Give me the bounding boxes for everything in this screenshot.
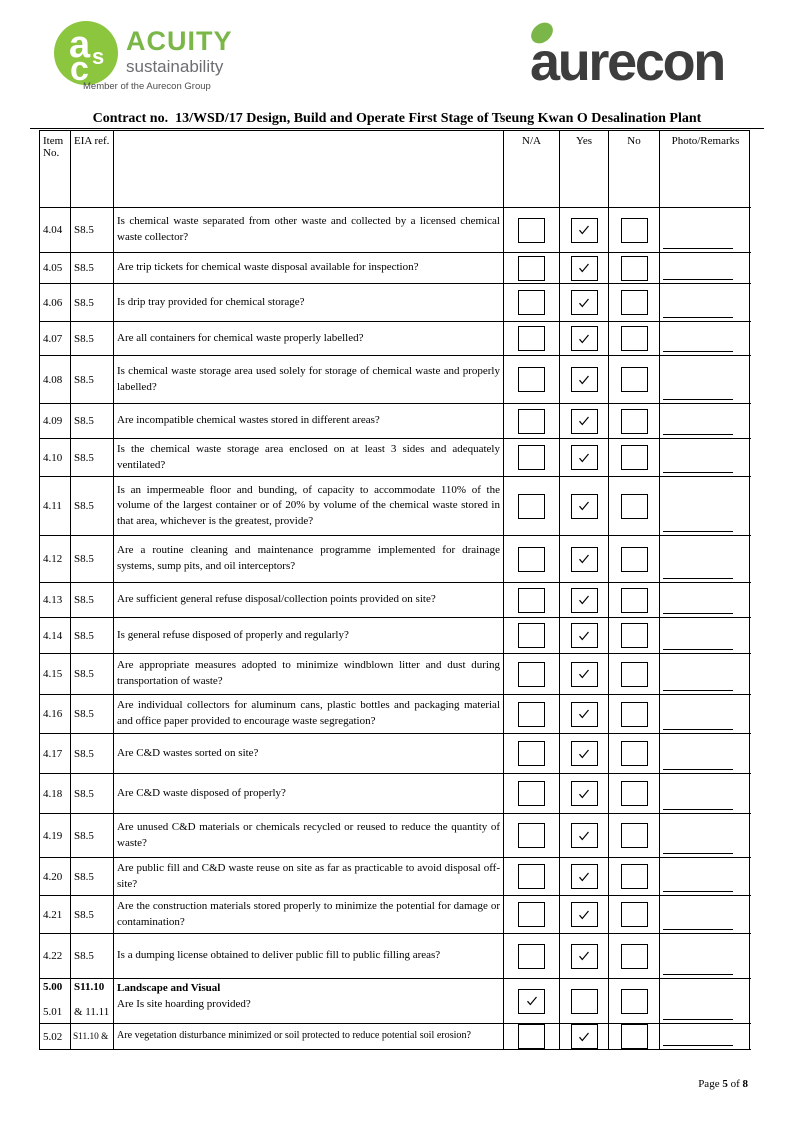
svg-text:ACUITY: ACUITY	[126, 26, 233, 56]
svg-text:sustainability: sustainability	[126, 57, 224, 76]
svg-text:s: s	[92, 44, 104, 69]
svg-text:aurecon: aurecon	[530, 32, 724, 86]
svg-text:Member of the Aurecon Group: Member of the Aurecon Group	[83, 81, 211, 92]
